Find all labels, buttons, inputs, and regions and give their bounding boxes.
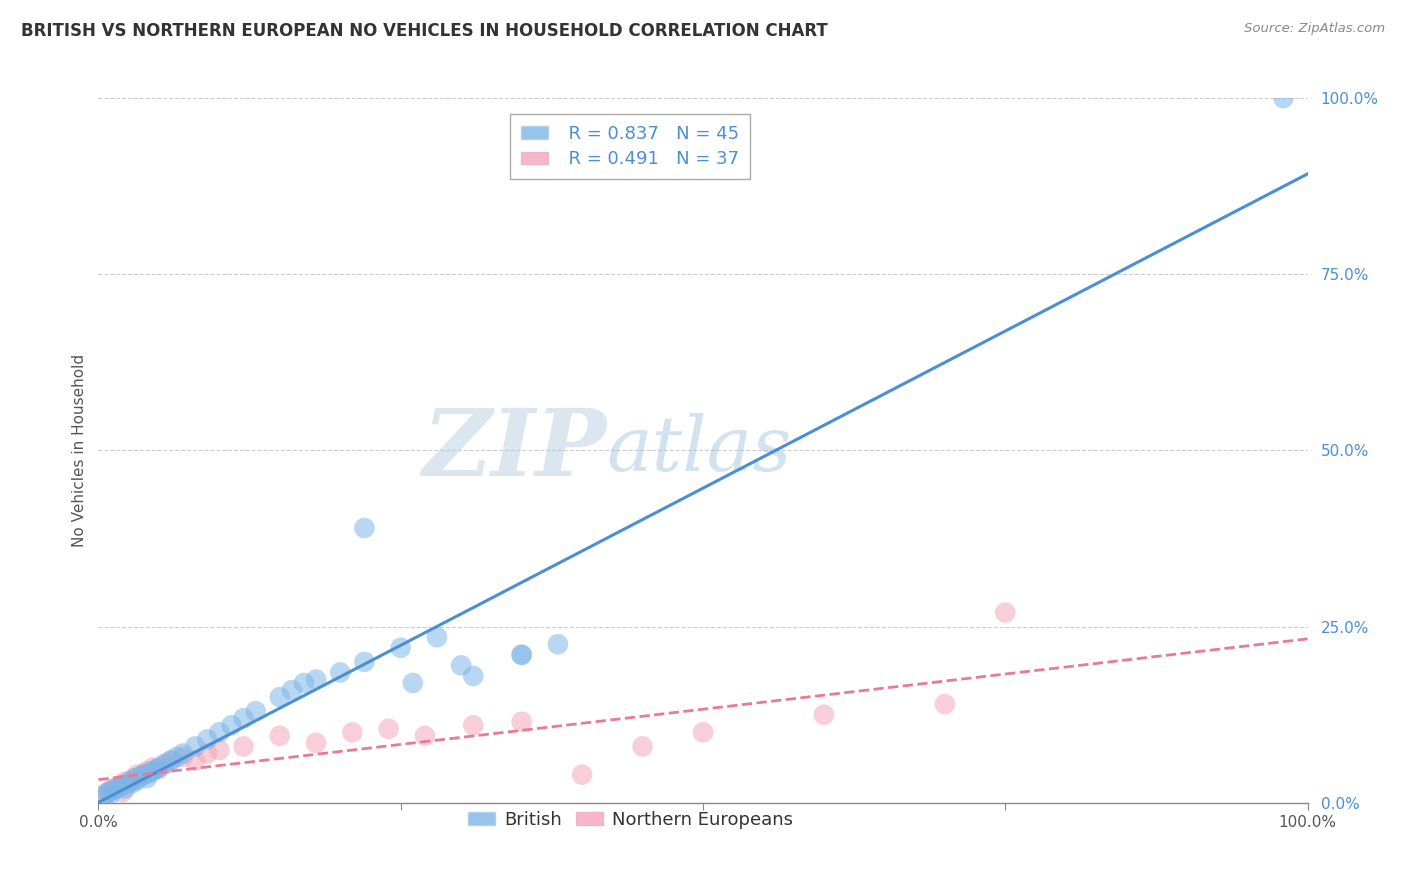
Point xyxy=(118,774,141,789)
Point xyxy=(121,776,143,790)
Point xyxy=(111,785,134,799)
Point xyxy=(129,769,152,783)
Point xyxy=(172,750,194,764)
Point xyxy=(153,757,176,772)
Point xyxy=(402,676,425,690)
Point xyxy=(142,760,165,774)
Point xyxy=(510,648,533,662)
Point xyxy=(232,739,254,754)
Point xyxy=(93,788,115,802)
Point xyxy=(121,773,143,788)
Point xyxy=(377,722,399,736)
Point xyxy=(135,771,157,785)
Point xyxy=(118,776,141,790)
Point xyxy=(305,673,328,687)
Point xyxy=(221,718,243,732)
Text: ZIP: ZIP xyxy=(422,406,606,495)
Point xyxy=(195,732,218,747)
Point xyxy=(269,729,291,743)
Point xyxy=(269,690,291,705)
Point xyxy=(172,747,194,761)
Point xyxy=(184,739,207,754)
Point xyxy=(160,754,183,768)
Point xyxy=(1272,91,1295,105)
Point xyxy=(111,778,134,792)
Point xyxy=(329,665,352,680)
Point xyxy=(413,729,436,743)
Point xyxy=(160,754,183,768)
Y-axis label: No Vehicles in Household: No Vehicles in Household xyxy=(72,354,87,547)
Point xyxy=(208,743,231,757)
Point xyxy=(184,754,207,768)
Point xyxy=(208,725,231,739)
Point xyxy=(571,767,593,781)
Point xyxy=(281,683,304,698)
Point xyxy=(134,767,156,781)
Point xyxy=(232,711,254,725)
Point xyxy=(463,718,485,732)
Point xyxy=(97,785,120,799)
Point xyxy=(127,767,149,781)
Text: BRITISH VS NORTHERN EUROPEAN NO VEHICLES IN HOUSEHOLD CORRELATION CHART: BRITISH VS NORTHERN EUROPEAN NO VEHICLES… xyxy=(21,22,828,40)
Point xyxy=(114,781,136,796)
Point xyxy=(101,783,124,797)
Point xyxy=(145,762,167,776)
Point xyxy=(114,774,136,789)
Point xyxy=(813,707,835,722)
Point xyxy=(129,769,152,783)
Point xyxy=(124,771,146,785)
Legend: British, Northern Europeans: British, Northern Europeans xyxy=(461,804,800,836)
Point xyxy=(631,739,654,754)
Point xyxy=(994,606,1017,620)
Point xyxy=(153,757,176,772)
Point xyxy=(342,725,364,739)
Point xyxy=(135,764,157,778)
Point xyxy=(138,766,160,780)
Point xyxy=(510,714,533,729)
Point xyxy=(100,783,122,797)
Point xyxy=(305,736,328,750)
Point xyxy=(353,655,375,669)
Point xyxy=(108,780,131,795)
Point xyxy=(510,648,533,662)
Point xyxy=(389,640,412,655)
Point xyxy=(124,771,146,785)
Text: Source: ZipAtlas.com: Source: ZipAtlas.com xyxy=(1244,22,1385,36)
Point xyxy=(100,788,122,802)
Point xyxy=(450,658,472,673)
Point xyxy=(463,669,485,683)
Point xyxy=(105,780,128,795)
Point xyxy=(142,764,165,778)
Point xyxy=(108,778,131,792)
Point xyxy=(166,750,188,764)
Point xyxy=(148,762,170,776)
Point xyxy=(547,637,569,651)
Point xyxy=(97,785,120,799)
Point xyxy=(245,704,267,718)
Point xyxy=(101,781,124,796)
Point xyxy=(292,676,315,690)
Point xyxy=(934,697,956,711)
Point xyxy=(148,760,170,774)
Point xyxy=(127,773,149,788)
Point xyxy=(105,781,128,796)
Point xyxy=(195,747,218,761)
Point xyxy=(93,789,115,803)
Point xyxy=(353,521,375,535)
Point xyxy=(426,630,449,644)
Point xyxy=(134,766,156,780)
Text: atlas: atlas xyxy=(606,414,792,487)
Point xyxy=(692,725,714,739)
